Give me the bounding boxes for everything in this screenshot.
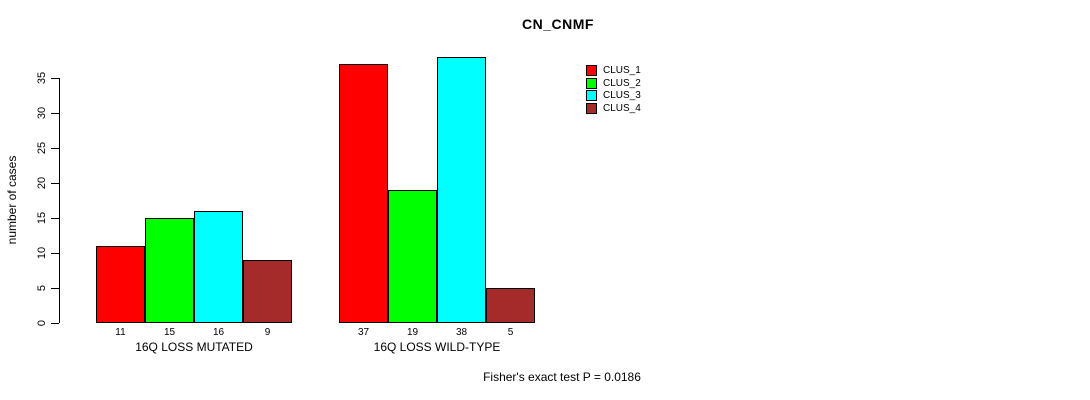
bar-value-label: 5: [507, 327, 514, 338]
y-tick-label: 35: [36, 71, 48, 85]
bar-clus_1-group2: [339, 64, 388, 323]
fisher-test-annotation: Fisher's exact test P = 0.0186: [483, 370, 641, 384]
legend-swatch-icon: [586, 64, 597, 76]
legend-swatch-icon: [586, 90, 597, 102]
legend-label: CLUS_2: [603, 77, 641, 89]
y-tick-label: 25: [36, 141, 48, 155]
y-tick: [51, 182, 59, 184]
y-tick: [51, 287, 59, 289]
bar-value-label: 19: [406, 327, 419, 338]
y-tick-label: 20: [36, 176, 48, 190]
y-tick: [51, 322, 59, 324]
legend-row: CLUS_1: [586, 64, 641, 77]
y-tick: [51, 77, 59, 79]
bar-clus_2-group1: [145, 218, 194, 323]
bar-clus_3-group1: [194, 211, 243, 323]
legend-row: CLUS_2: [586, 77, 641, 90]
legend-label: CLUS_1: [603, 64, 641, 76]
legend-swatch-icon: [586, 77, 597, 89]
bar-value-label: 9: [264, 327, 271, 338]
legend-row: CLUS_3: [586, 89, 641, 102]
chart-title: CN_CNMF: [522, 16, 594, 32]
y-tick-label: 0: [36, 319, 48, 327]
y-tick: [51, 112, 59, 114]
y-tick: [51, 252, 59, 254]
y-tick-label: 10: [36, 246, 48, 260]
group-label: 16Q LOSS MUTATED: [135, 340, 253, 354]
bar-clus_3-group2: [437, 57, 486, 323]
bar-value-label: 15: [163, 327, 176, 338]
y-tick: [51, 217, 59, 219]
legend-label: CLUS_3: [603, 90, 641, 102]
bar-value-label: 11: [115, 327, 126, 338]
bar-clus_4-group1: [243, 260, 292, 323]
y-axis-line: [59, 78, 60, 323]
bar-value-label: 16: [212, 327, 225, 338]
legend-label: CLUS_4: [603, 102, 641, 114]
y-tick-label: 15: [36, 211, 48, 225]
legend: CLUS_1 CLUS_2 CLUS_3 CLUS_4: [586, 64, 641, 115]
y-tick-label: 30: [36, 106, 48, 120]
bar-clus_4-group2: [486, 288, 535, 323]
bar-value-label: 37: [357, 327, 370, 338]
y-tick-label: 5: [36, 284, 48, 292]
bar-value-label: 38: [455, 327, 468, 338]
bar-clus_2-group2: [388, 190, 437, 323]
bar-clus_1-group1: [96, 246, 145, 323]
y-axis-label: number of cases: [5, 155, 19, 245]
legend-swatch-icon: [586, 102, 597, 114]
group-label: 16Q LOSS WILD-TYPE: [373, 340, 501, 354]
legend-row: CLUS_4: [586, 102, 641, 115]
y-tick: [51, 147, 59, 149]
